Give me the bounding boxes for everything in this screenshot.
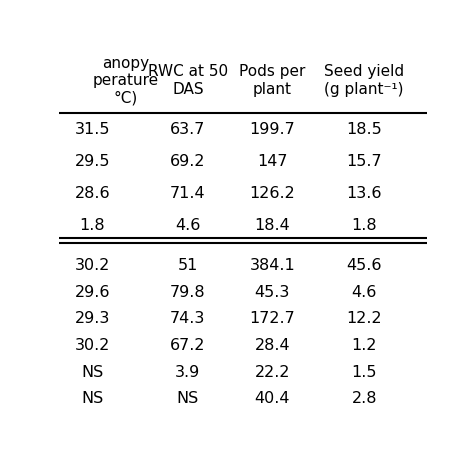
Text: 79.8: 79.8 [170,285,206,300]
Text: RWC at 50
DAS: RWC at 50 DAS [148,64,228,97]
Text: 1.8: 1.8 [351,218,377,233]
Text: 18.5: 18.5 [346,122,382,137]
Text: 71.4: 71.4 [170,186,206,201]
Text: 51: 51 [178,258,198,273]
Text: 15.7: 15.7 [346,154,382,169]
Text: 69.2: 69.2 [170,154,206,169]
Text: 1.2: 1.2 [351,338,377,353]
Text: Seed yield
(g plant⁻¹): Seed yield (g plant⁻¹) [324,64,404,97]
Text: 12.2: 12.2 [346,311,382,326]
Text: 67.2: 67.2 [170,338,206,353]
Text: NS: NS [81,392,103,406]
Text: 29.5: 29.5 [74,154,110,169]
Text: 199.7: 199.7 [249,122,295,137]
Text: 45.3: 45.3 [255,285,290,300]
Text: 4.6: 4.6 [175,218,201,233]
Text: 18.4: 18.4 [255,218,290,233]
Text: 40.4: 40.4 [255,392,290,406]
Text: NS: NS [177,392,199,406]
Text: 1.5: 1.5 [351,365,377,380]
Text: 384.1: 384.1 [249,258,295,273]
Text: 29.6: 29.6 [74,285,110,300]
Text: 22.2: 22.2 [255,365,290,380]
Text: 74.3: 74.3 [170,311,206,326]
Text: 63.7: 63.7 [170,122,206,137]
Text: anopy
perature
°C): anopy perature °C) [92,56,158,106]
Text: 3.9: 3.9 [175,365,201,380]
Text: 2.8: 2.8 [351,392,377,406]
Text: 30.2: 30.2 [74,258,110,273]
Text: 45.6: 45.6 [346,258,382,273]
Text: 30.2: 30.2 [74,338,110,353]
Text: 126.2: 126.2 [249,186,295,201]
Text: 29.3: 29.3 [74,311,110,326]
Text: 28.6: 28.6 [74,186,110,201]
Text: 13.6: 13.6 [346,186,382,201]
Text: 31.5: 31.5 [74,122,110,137]
Text: 1.8: 1.8 [80,218,105,233]
Text: 4.6: 4.6 [351,285,377,300]
Text: 147: 147 [257,154,288,169]
Text: 28.4: 28.4 [255,338,290,353]
Text: Pods per
plant: Pods per plant [239,64,306,97]
Text: NS: NS [81,365,103,380]
Text: 172.7: 172.7 [249,311,295,326]
